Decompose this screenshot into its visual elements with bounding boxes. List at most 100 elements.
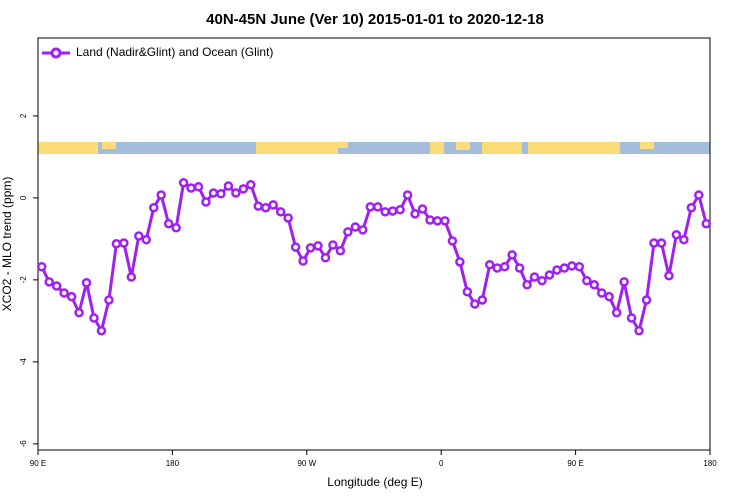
point xyxy=(290,242,301,252)
point xyxy=(604,291,614,302)
point xyxy=(537,275,547,286)
point xyxy=(178,177,189,188)
point xyxy=(559,263,570,273)
point xyxy=(582,275,592,286)
point xyxy=(529,272,540,282)
point xyxy=(81,277,92,288)
point xyxy=(596,288,607,298)
point xyxy=(358,225,368,235)
land-ocean-strip xyxy=(38,142,710,154)
point xyxy=(59,288,69,298)
point xyxy=(649,238,659,248)
point xyxy=(440,216,450,226)
point xyxy=(283,213,293,223)
point xyxy=(223,181,234,191)
point xyxy=(313,241,323,251)
point xyxy=(305,243,316,253)
point xyxy=(44,277,54,287)
point xyxy=(484,259,495,270)
point xyxy=(410,209,420,219)
plot-frame xyxy=(37,37,711,451)
point xyxy=(417,204,428,214)
y-tick-label: 2 xyxy=(19,113,28,118)
y-axis-label: XCO2 - MLO trend (ppm) xyxy=(0,177,14,312)
point xyxy=(477,295,488,305)
point xyxy=(365,202,376,212)
point xyxy=(96,325,107,336)
x-tick-label: 90 E xyxy=(30,459,46,468)
y-tick-label: -2 xyxy=(19,276,28,284)
point xyxy=(626,313,637,323)
chart-title: 40N-45N June (Ver 10) 2015-01-01 to 2020… xyxy=(206,11,544,28)
point xyxy=(380,207,390,217)
point xyxy=(499,262,510,272)
x-tick-label: 0 xyxy=(439,459,444,468)
point xyxy=(611,307,622,318)
point xyxy=(686,202,697,213)
point xyxy=(216,189,226,199)
point xyxy=(343,227,353,237)
point xyxy=(544,270,555,280)
point xyxy=(111,239,122,249)
point xyxy=(208,188,219,198)
point xyxy=(552,265,562,275)
point xyxy=(447,236,458,246)
point xyxy=(694,190,704,200)
point xyxy=(186,183,196,193)
point xyxy=(193,182,204,192)
point xyxy=(470,299,480,309)
point xyxy=(589,280,600,290)
point xyxy=(567,261,577,271)
point xyxy=(134,231,144,241)
point xyxy=(387,206,398,216)
point xyxy=(66,291,77,302)
y-tick-label: 0 xyxy=(19,195,28,200)
point xyxy=(231,188,241,198)
point xyxy=(36,262,47,272)
point xyxy=(574,262,585,272)
point xyxy=(619,277,629,287)
point xyxy=(320,252,331,263)
point xyxy=(253,201,264,211)
point xyxy=(141,234,152,245)
point xyxy=(701,218,712,229)
point xyxy=(51,281,62,291)
x-axis-label: Longitude (deg E) xyxy=(327,475,422,489)
point xyxy=(679,234,689,245)
point xyxy=(275,207,286,217)
point xyxy=(148,202,159,213)
point xyxy=(634,325,644,336)
point xyxy=(514,263,525,273)
point xyxy=(89,313,99,323)
x-tick-label: 180 xyxy=(703,459,717,468)
point xyxy=(507,250,517,260)
x-tick-label: 180 xyxy=(166,459,180,468)
point xyxy=(372,202,383,212)
point xyxy=(522,280,532,290)
point xyxy=(74,307,84,318)
point xyxy=(104,295,114,305)
point xyxy=(656,238,667,248)
legend: Land (Nadir&Glint) and Ocean (Glint) xyxy=(42,45,273,59)
point xyxy=(402,190,413,200)
x-tick-label: 90 E xyxy=(567,459,583,468)
point xyxy=(664,271,674,281)
point xyxy=(432,216,443,226)
point xyxy=(156,190,166,200)
point xyxy=(395,205,405,215)
legend-label: Land (Nadir&Glint) and Ocean (Glint) xyxy=(76,45,273,59)
point xyxy=(335,246,346,256)
point xyxy=(350,222,361,232)
legend-marker xyxy=(50,47,62,59)
point xyxy=(425,215,435,225)
point xyxy=(641,295,652,305)
point xyxy=(328,240,338,250)
point xyxy=(455,257,465,267)
point xyxy=(246,180,256,190)
point xyxy=(492,263,502,273)
y-tick-label: -6 xyxy=(19,440,28,448)
point xyxy=(260,202,271,213)
point xyxy=(462,287,473,297)
point xyxy=(171,223,181,233)
